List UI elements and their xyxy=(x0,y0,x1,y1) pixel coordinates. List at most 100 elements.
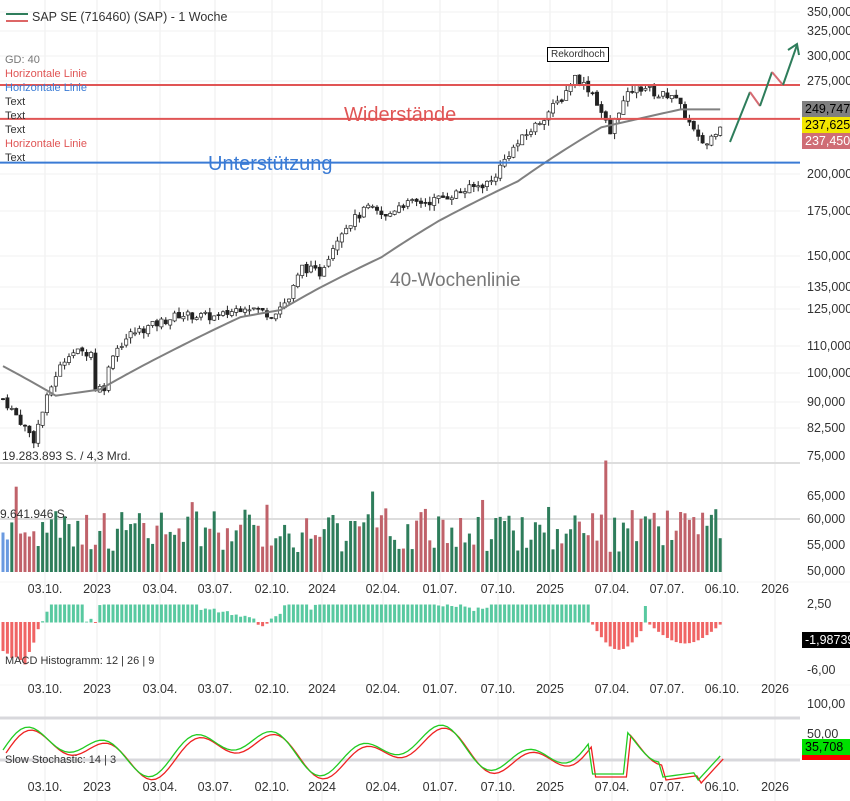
candle-body xyxy=(647,86,652,88)
macd-bar xyxy=(58,604,62,623)
resistance-label[interactable]: Widerstände xyxy=(344,104,457,126)
candle-body xyxy=(119,346,124,348)
volume-bar xyxy=(441,519,445,572)
macd-bar xyxy=(569,604,573,623)
time-axis-label: 03.07. xyxy=(197,780,233,794)
legend-item[interactable]: Text xyxy=(5,110,26,122)
macd-bar xyxy=(639,622,643,632)
legend-item[interactable]: Horizontale Linie xyxy=(5,68,87,80)
ma-label[interactable]: 40-Wochenlinie xyxy=(390,270,521,291)
candle-body xyxy=(401,205,406,208)
volume-bar xyxy=(322,529,326,572)
candle-body xyxy=(524,134,529,137)
macd-bar xyxy=(80,604,84,623)
volume-bar xyxy=(54,511,58,572)
macd-bar xyxy=(630,622,634,643)
volume-bar xyxy=(344,540,348,572)
macd-bar xyxy=(230,615,234,623)
volume-bar xyxy=(648,519,652,572)
candle-body xyxy=(185,311,190,316)
macd-bar xyxy=(608,622,612,647)
volume-bar xyxy=(384,508,388,572)
macd-bar xyxy=(533,604,537,623)
volume-bar xyxy=(335,523,339,572)
candle-body xyxy=(53,376,58,387)
time-axis-label: 2023 xyxy=(83,582,111,596)
candle-body xyxy=(370,205,375,208)
macd-bar xyxy=(674,622,678,643)
volume-bar xyxy=(639,518,643,572)
volume-bar xyxy=(476,516,480,572)
volume-bar xyxy=(406,524,410,572)
macd-bar xyxy=(419,604,423,623)
macd-bar xyxy=(652,622,656,629)
legend-swatch xyxy=(6,13,28,23)
candle-body xyxy=(229,311,234,316)
time-axis-label: 03.07. xyxy=(197,682,233,696)
record-high-label[interactable]: Rekordhoch xyxy=(547,47,609,62)
time-axis-label: 07.04. xyxy=(594,582,630,596)
time-axis-label: 2023 xyxy=(83,682,111,696)
legend-item[interactable]: Horizontale Linie xyxy=(5,138,87,150)
macd-bar xyxy=(269,618,273,623)
candle-body xyxy=(696,129,701,137)
candle-body xyxy=(89,352,93,358)
macd-bar xyxy=(93,622,97,623)
price-axis-label: 150,000 xyxy=(807,249,850,263)
volume-bar xyxy=(274,538,278,572)
candle-body xyxy=(432,197,437,206)
candle-body xyxy=(700,135,705,144)
legend-item[interactable]: Horizontale Linie xyxy=(5,82,87,94)
candle-body xyxy=(256,307,261,310)
volume-bar xyxy=(309,538,313,572)
volume-bar xyxy=(454,546,458,572)
volume-bar xyxy=(278,536,282,572)
volume-bar xyxy=(450,527,454,572)
candle-body xyxy=(397,205,401,213)
candle-body xyxy=(159,318,164,328)
candle-body xyxy=(586,80,591,93)
candle-body xyxy=(27,425,32,434)
projection-segment xyxy=(729,91,751,143)
volume-bar xyxy=(173,534,177,572)
volume-bar xyxy=(159,512,163,572)
stoch-axis-label: 100,00 xyxy=(807,697,846,711)
candle-body xyxy=(489,180,494,183)
candle-body xyxy=(203,311,208,314)
volume-bar xyxy=(85,514,89,572)
macd-axis-label: -6,00 xyxy=(807,663,836,677)
macd-bar xyxy=(331,604,335,623)
time-axis-label: 2024 xyxy=(308,582,336,596)
price-axis-label: 200,000 xyxy=(807,167,850,181)
price-axis-label: 82,500 xyxy=(807,421,846,435)
macd-bar xyxy=(54,604,58,623)
volume-bar xyxy=(599,514,603,572)
legend-item[interactable]: GD: 40 xyxy=(5,54,40,66)
candle-body xyxy=(577,74,582,85)
price-axis-label: 325,000 xyxy=(807,24,850,38)
candle-body xyxy=(555,100,560,104)
volume-bar xyxy=(661,545,665,572)
macd-bar xyxy=(274,616,278,623)
volume-bar xyxy=(146,538,150,572)
candle-body xyxy=(265,310,269,318)
candle-body xyxy=(661,91,665,97)
volume-bar xyxy=(291,547,295,572)
legend-item[interactable]: Text xyxy=(5,124,26,136)
price-axis-label: 275,000 xyxy=(807,74,850,88)
macd-bar xyxy=(335,604,339,623)
legend-item[interactable]: Text xyxy=(5,96,26,108)
volume-bar xyxy=(230,541,234,572)
support-label[interactable]: Unterstützung xyxy=(208,153,333,175)
time-axis-label: 01.07. xyxy=(422,780,458,794)
macd-bar xyxy=(613,622,617,649)
candle-body xyxy=(414,198,419,202)
macd-bar xyxy=(516,604,520,623)
volume-bar xyxy=(366,514,370,572)
time-axis-label: 07.10. xyxy=(480,682,516,696)
volume-bar xyxy=(234,530,238,572)
legend-item[interactable]: Text xyxy=(5,152,26,164)
candle-body xyxy=(251,307,256,310)
macd-bar xyxy=(234,614,238,623)
